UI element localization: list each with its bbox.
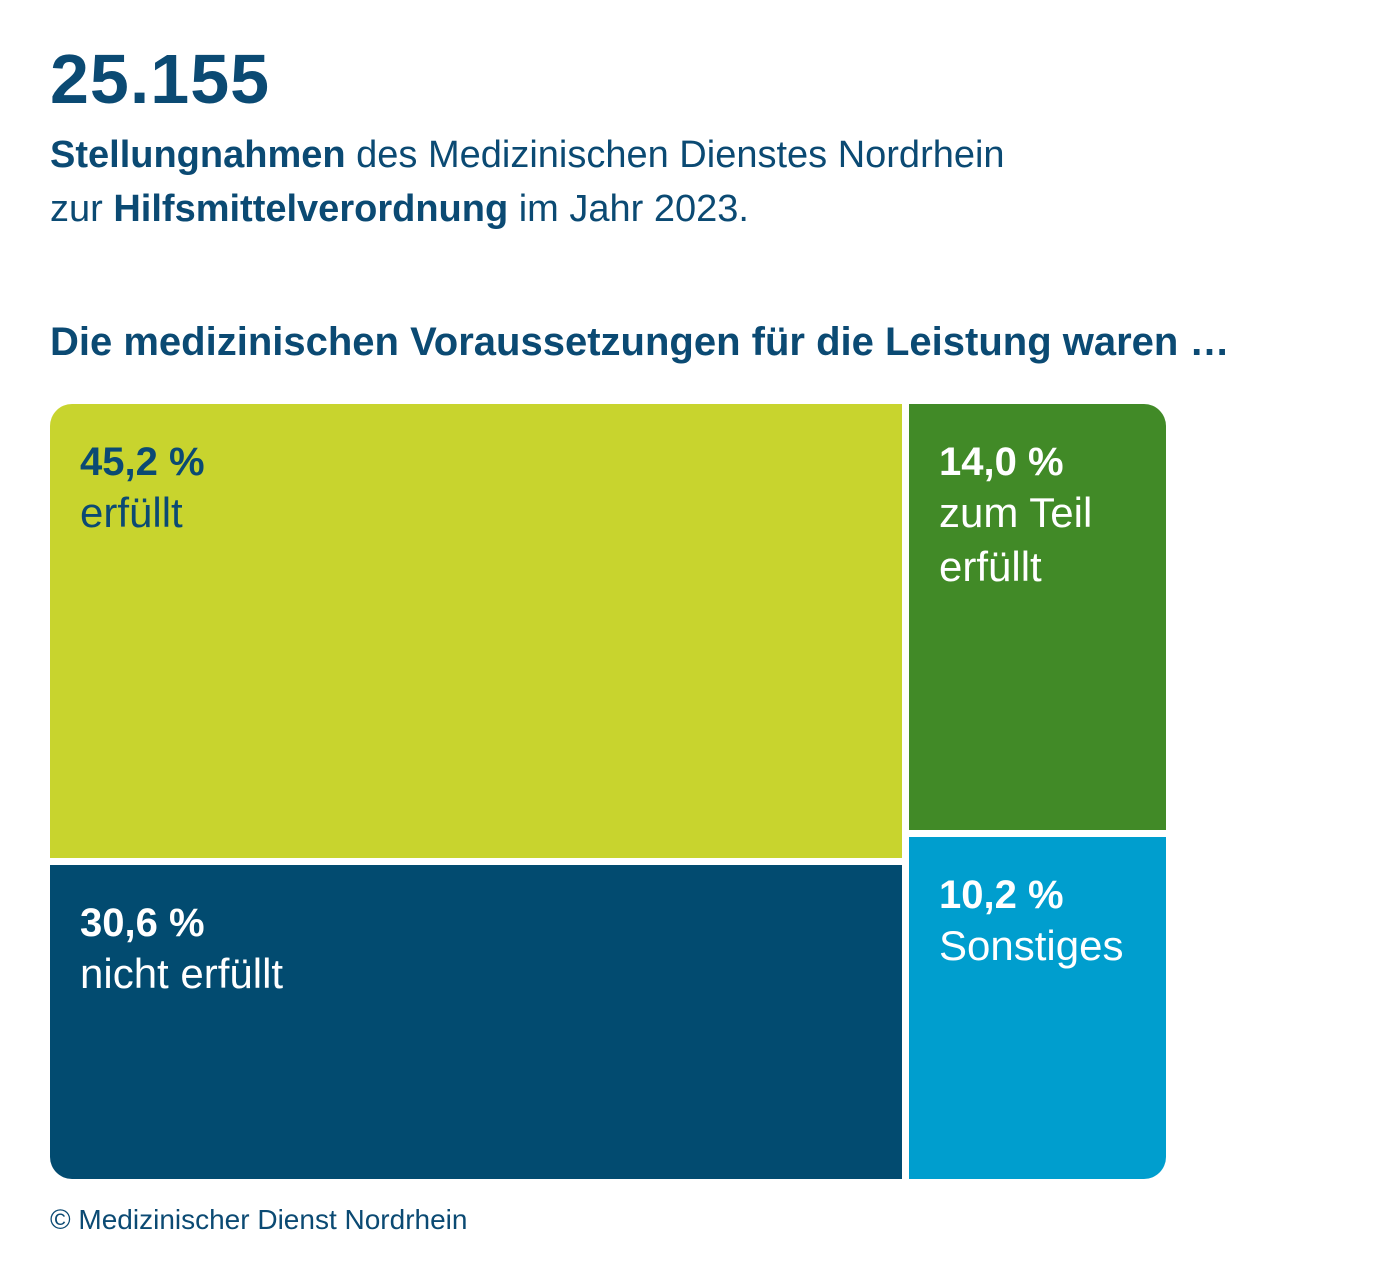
tile-label: zum Teil erfüllt [939,489,1093,590]
tile-value: 30,6 % [80,901,205,945]
chart-title: Die medizinischen Voraussetzungen für di… [50,320,1230,364]
tile-label: nicht erfüllt [80,950,284,997]
subtitle-text-3: im Jahr 2023. [508,188,749,230]
tile-value: 45,2 % [80,440,205,484]
tile-zum-teil-erfuellt: 14,0 % zum Teil erfüllt [909,404,1166,830]
subtitle-text-1: des Medizinischen Dienstes Nordrhein [345,134,1005,176]
total-count: 25.155 [50,40,271,118]
subtitle-bold-hilfsmittel: Hilfsmittelverordnung [113,188,509,230]
subtitle-text-2: zur [50,188,114,230]
tile-value: 14,0 % [939,440,1064,484]
tile-label: Sonstiges [939,922,1124,969]
tile-value: 10,2 % [939,873,1064,917]
tile-label: erfüllt [80,489,183,536]
copyright-notice: © Medizinischer Dienst Nordrhein [50,1204,468,1235]
tile-erfuellt: 45,2 % erfüllt [50,404,902,858]
subtitle-bold-stellungnahmen: Stellungnahmen [50,134,346,176]
tile-sonstiges: 10,2 % Sonstiges [909,837,1166,1179]
treemap-chart: 45,2 % erfüllt 30,6 % nicht erfüllt 14,0… [50,404,1166,1179]
page-subtitle: Stellungnahmen des Medizinischen Dienste… [50,128,1300,236]
tile-nicht-erfuellt: 30,6 % nicht erfüllt [50,865,902,1179]
